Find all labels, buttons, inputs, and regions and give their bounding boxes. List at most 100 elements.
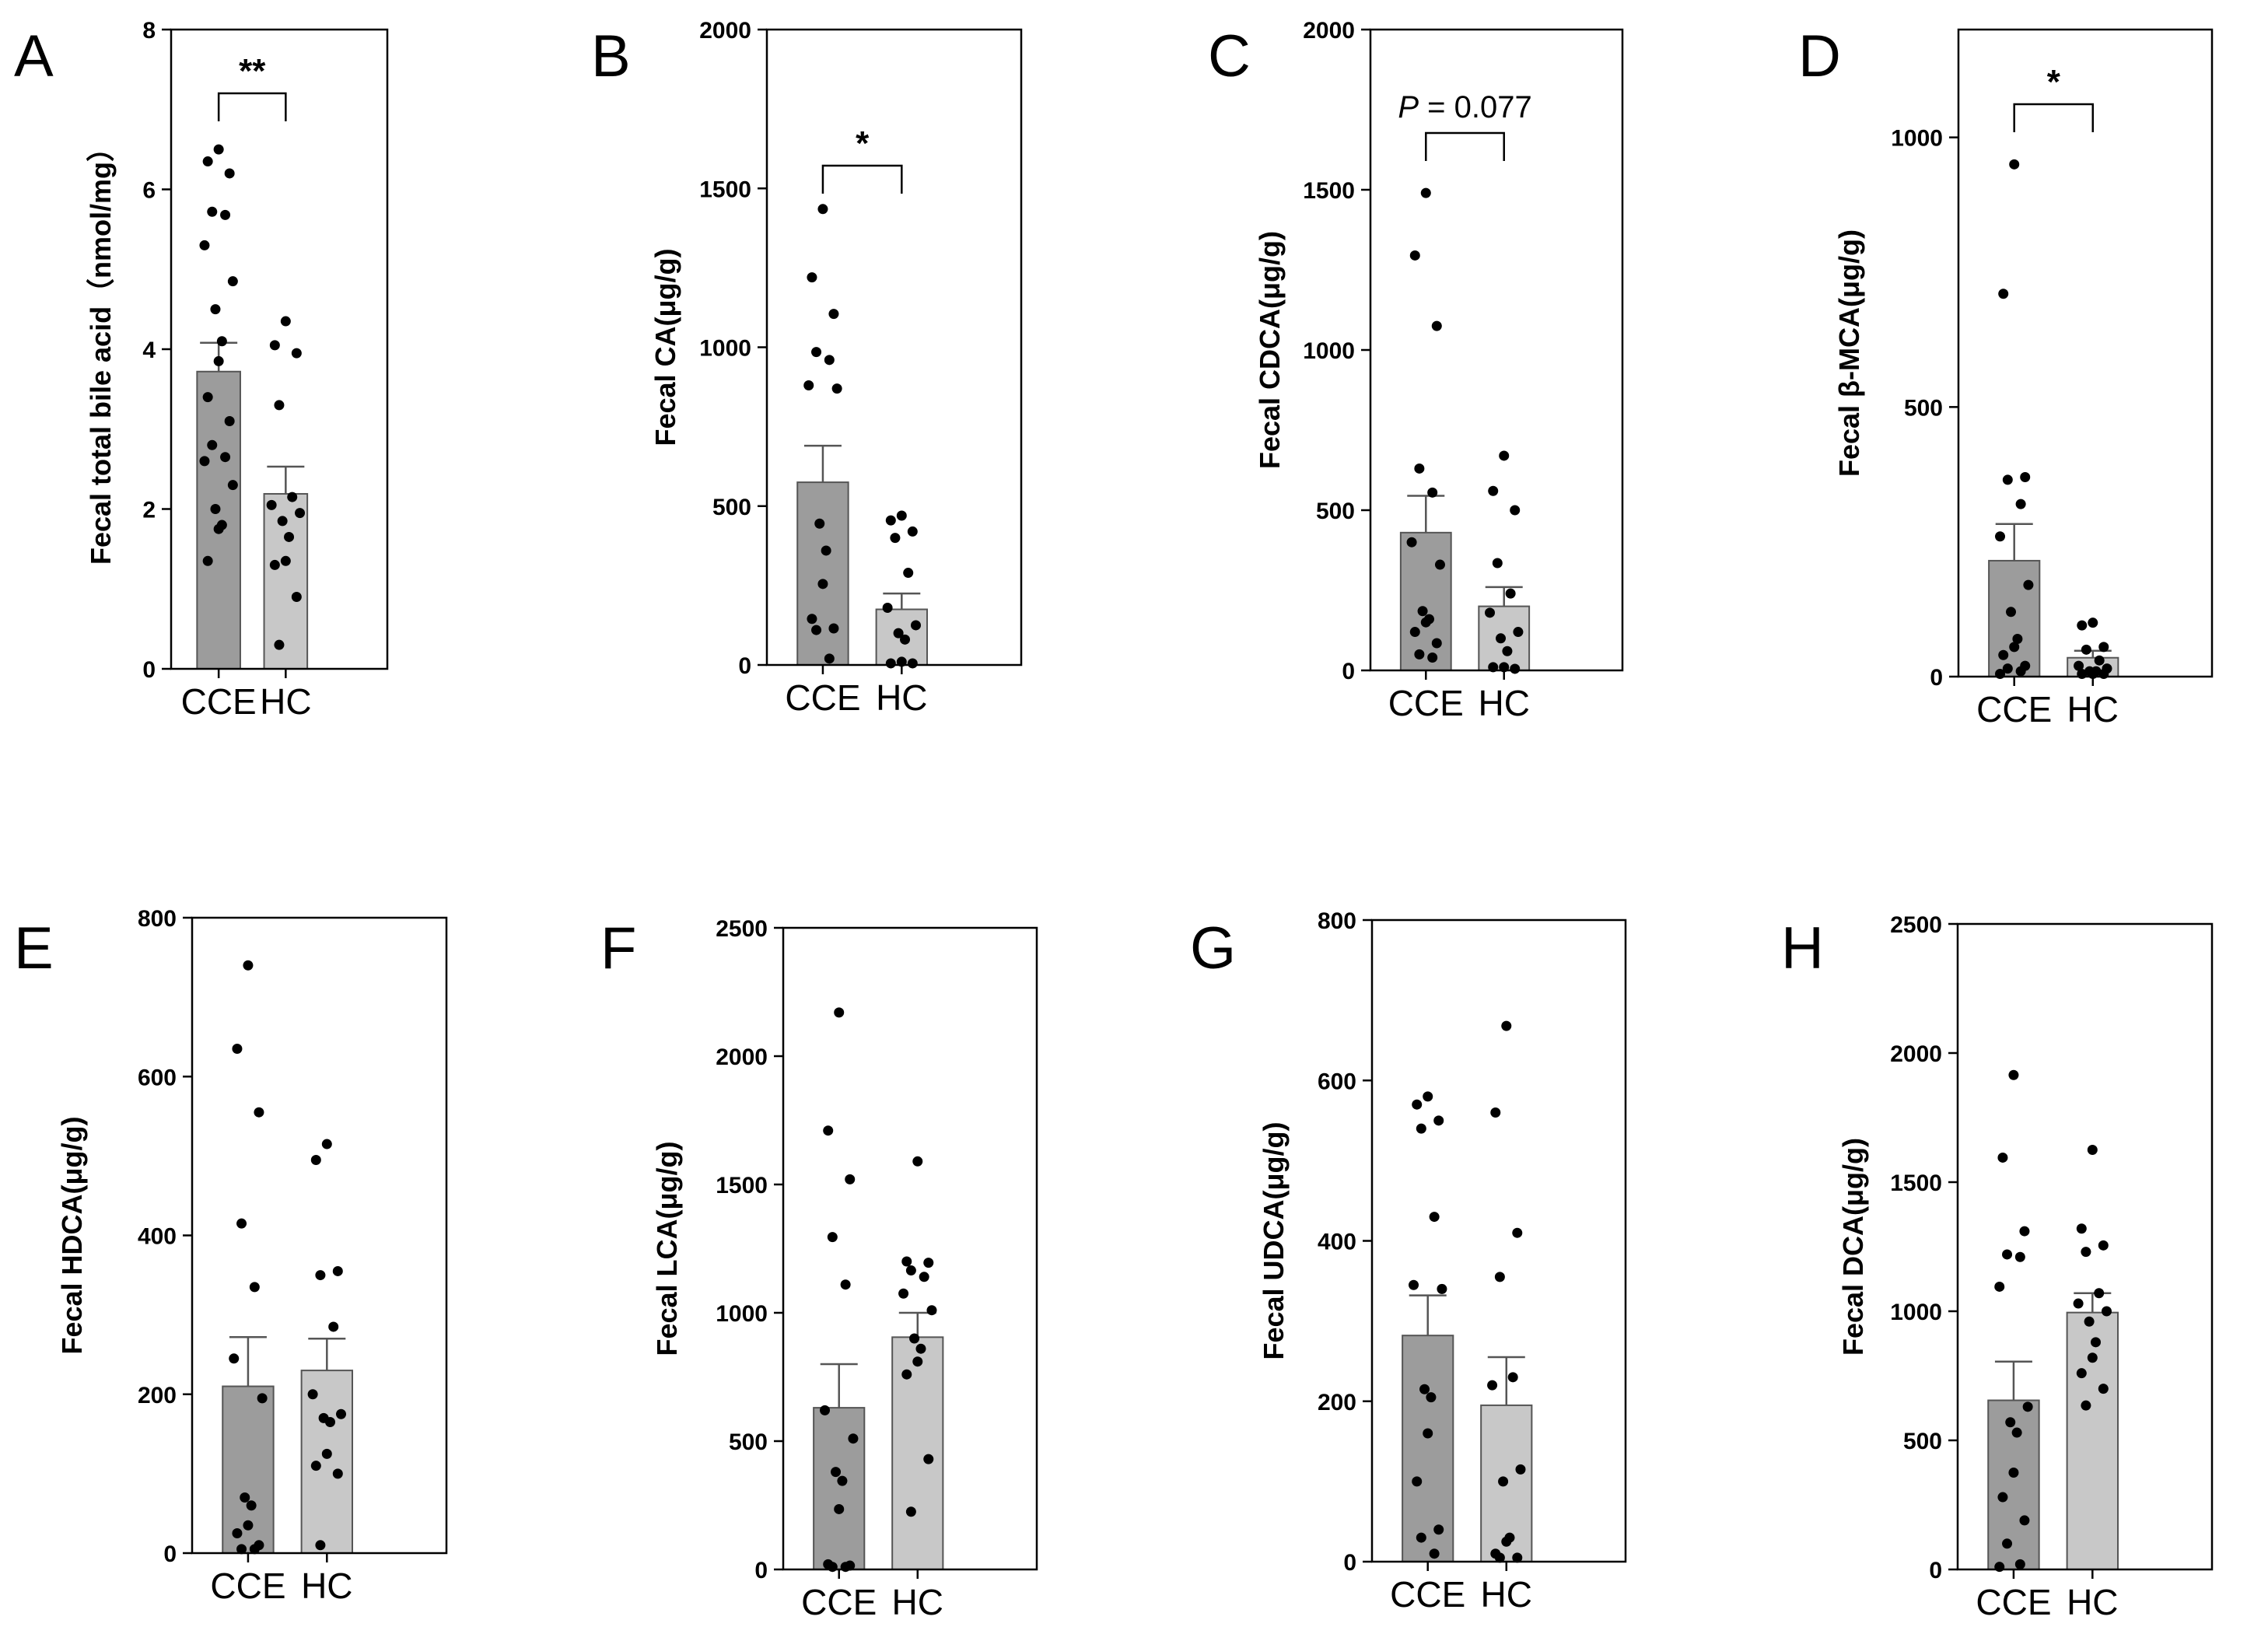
data-point-hc	[1510, 663, 1521, 674]
bar-cce	[1402, 1335, 1454, 1562]
x-category-label: HC	[876, 677, 927, 718]
y-tick-label: 4	[142, 338, 156, 363]
data-point-cce	[1429, 1548, 1440, 1559]
panel-letter: A	[14, 23, 54, 89]
y-tick-label: 800	[138, 906, 177, 932]
data-point-cce	[2022, 1401, 2033, 1412]
data-point-hc	[1498, 1476, 1509, 1487]
data-point-hc	[1510, 505, 1521, 516]
data-point-cce	[1419, 1384, 1430, 1394]
data-point-cce	[807, 614, 817, 625]
y-axis-title: Fecal β-MCA(μg/g)	[1833, 229, 1865, 477]
data-point-cce	[848, 1433, 859, 1444]
plot-frame	[1956, 922, 2214, 1571]
data-point-hc	[911, 620, 922, 631]
data-point-hc	[1505, 588, 1516, 599]
data-point-hc	[277, 516, 288, 527]
x-category-label: HC	[892, 1582, 943, 1622]
data-point-cce	[828, 623, 839, 634]
data-point-hc	[274, 400, 285, 411]
data-point-hc	[912, 1356, 923, 1367]
data-point-cce	[210, 504, 221, 514]
data-point-cce	[1417, 606, 1428, 617]
y-tick-label: 0	[738, 653, 751, 679]
data-point-cce	[254, 1107, 264, 1118]
data-point-hc	[269, 559, 280, 570]
data-point-hc	[2094, 655, 2105, 666]
data-point-hc	[896, 510, 907, 521]
y-tick-label: 2000	[1890, 1041, 1942, 1067]
data-point-hc	[903, 568, 914, 579]
data-point-cce	[1994, 1281, 2005, 1292]
data-point-hc	[332, 1468, 343, 1479]
data-point-cce	[199, 456, 210, 467]
y-tick-label: 0	[1929, 1558, 1942, 1583]
data-point-hc	[1487, 1380, 1498, 1391]
y-tick-label: 6	[142, 178, 156, 204]
data-point-hc	[2077, 620, 2088, 631]
data-point-cce	[249, 1544, 260, 1555]
bar-cce	[796, 481, 849, 666]
data-point-hc	[1492, 558, 1503, 569]
data-point-cce	[814, 518, 825, 529]
data-point-cce	[840, 1279, 851, 1290]
data-point-cce	[213, 144, 224, 155]
data-point-cce	[845, 1174, 856, 1184]
data-point-hc	[905, 1265, 916, 1276]
data-point-cce	[811, 347, 822, 358]
data-point-cce	[1409, 1279, 1419, 1290]
y-axis-title: Fecal CA(μg/g)	[649, 248, 681, 446]
data-point-hc	[1501, 1536, 1512, 1547]
data-point-hc	[2081, 644, 2091, 655]
y-tick-label: 0	[1343, 1550, 1356, 1576]
data-point-hc	[1488, 485, 1499, 496]
data-point-cce	[811, 625, 822, 635]
data-point-cce	[240, 1492, 250, 1503]
data-point-cce	[831, 383, 842, 394]
y-tick-label: 400	[138, 1224, 177, 1250]
data-point-cce	[220, 452, 231, 463]
data-point-hc	[2098, 1240, 2109, 1251]
panel-h: H Fecal DCA(μg/g) 0 500 1000 1500 2000 2500 CCE H…	[1781, 912, 2214, 1622]
data-point-cce	[1414, 649, 1425, 660]
p-value: = 0.077	[1419, 90, 1532, 124]
data-point-cce	[2015, 499, 2026, 509]
plot-frame	[1957, 28, 2214, 678]
panel-letter: D	[1798, 23, 1841, 89]
data-point-hc	[315, 1270, 326, 1281]
data-point-hc	[1494, 1552, 1505, 1563]
data-point-hc	[269, 340, 280, 351]
data-point-hc	[2073, 1298, 2084, 1309]
significance-label: P = 0.077	[1398, 90, 1531, 124]
bar-cce	[1399, 531, 1452, 672]
y-tick-label: 0	[754, 1558, 768, 1583]
y-tick-label: 2000	[699, 18, 751, 44]
data-point-hc	[912, 1156, 923, 1167]
data-point-cce	[2009, 642, 2020, 653]
panel-g: G Fecal UDCA(μg/g) 0 200 400 600 800 CCE HC	[1190, 908, 1627, 1615]
data-point-cce	[2008, 1468, 2019, 1478]
data-point-cce	[2011, 1427, 2022, 1438]
data-point-cce	[1429, 1212, 1440, 1223]
data-point-cce	[837, 1475, 848, 1486]
data-point-cce	[1433, 1524, 1444, 1535]
y-tick-label: 500	[1904, 395, 1943, 421]
panel-letter: H	[1781, 915, 1824, 981]
data-point-cce	[1414, 463, 1425, 474]
data-point-hc	[2087, 1145, 2098, 1155]
data-point-hc	[1494, 1272, 1505, 1282]
data-point-hc	[923, 1454, 934, 1464]
data-point-cce	[1427, 653, 1438, 663]
data-point-cce	[2023, 579, 2034, 590]
data-point-cce	[1409, 627, 1420, 638]
y-tick-label: 1000	[699, 336, 751, 362]
data-point-hc	[321, 1139, 332, 1149]
data-point-hc	[2094, 1288, 2105, 1299]
data-point-hc	[2088, 618, 2098, 628]
data-point-cce	[1420, 187, 1431, 198]
data-point-cce	[2014, 1559, 2025, 1569]
data-point-cce	[236, 1544, 247, 1555]
data-point-hc	[307, 1389, 318, 1400]
data-point-hc	[2076, 1368, 2087, 1379]
data-point-cce	[2002, 1538, 2013, 1549]
